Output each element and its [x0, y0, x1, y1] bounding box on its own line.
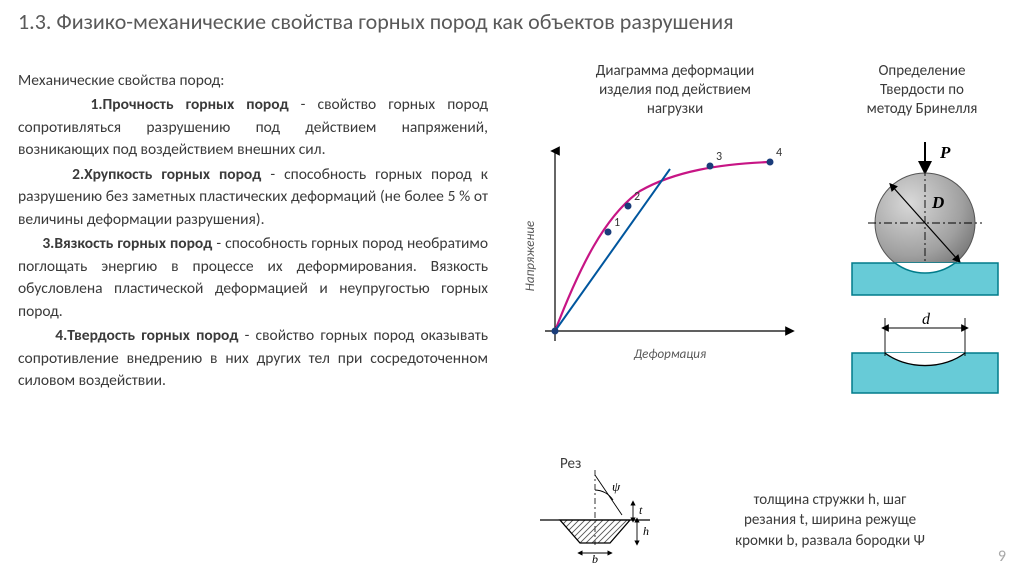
chart-title-l2: изделия под действием — [599, 81, 751, 99]
brinell-t2: Твердости по — [880, 81, 964, 99]
item-2: 2.Хрупкость горных пород - способность г… — [18, 164, 488, 231]
page-number: 9 — [998, 547, 1006, 566]
item-4-head: 4.Твердость горных пород — [55, 326, 238, 345]
brinell-title: Определение Твердости по методу Бринелля — [832, 62, 1012, 118]
intro-line: Механические свойства пород: — [18, 70, 488, 92]
item-3-head: 3.Вязкость горных пород — [42, 234, 212, 253]
cutter-caption: толщина стружки h, шаг резания t, ширина… — [680, 490, 980, 551]
chart-title-l3: нагрузки — [647, 100, 703, 118]
svg-text:4: 4 — [776, 146, 782, 160]
item-3: 3.Вязкость горных пород - способность го… — [18, 233, 488, 323]
svg-text:1: 1 — [614, 216, 620, 230]
xlabel: Деформация — [633, 347, 706, 362]
sym-b: b — [592, 552, 598, 565]
chart-title: Диаграмма деформации изделия под действи… — [560, 62, 790, 118]
brinell-t3: методу Бринелля — [867, 100, 978, 118]
label-P: P — [939, 143, 951, 162]
text-column: Механические свойства пород: 1.Прочность… — [18, 70, 488, 395]
item-1: 1.Прочность горных пород - свойство горн… — [18, 94, 488, 161]
svg-text:2: 2 — [634, 190, 640, 204]
item-1-head: 1.Прочность горных пород — [91, 95, 289, 114]
label-d: d — [922, 311, 931, 328]
cap-l3: кромки b, развала бородки Ψ — [735, 532, 925, 550]
sym-psi: ψ — [612, 479, 621, 494]
cap-l1: толщина стружки h, шаг — [754, 491, 907, 509]
cap-l2: резания t, ширина режуще — [744, 511, 916, 529]
ylabel: Напряжение — [523, 221, 538, 291]
svg-text:3: 3 — [716, 150, 722, 164]
item-4: 4.Твердость горных пород - свойство горн… — [18, 325, 488, 392]
label-D: D — [931, 193, 944, 212]
item-2-head: 2.Хрупкость горных пород — [72, 165, 261, 184]
cutter-diagram: ψ h t b — [530, 455, 660, 565]
sym-h: h — [643, 524, 649, 538]
brinell-diagram: P D d — [840, 138, 1010, 428]
page-title: 1.3. Физико-механические свойства горных… — [18, 8, 1006, 35]
chart-title-l1: Диаграмма деформации — [596, 62, 755, 80]
sym-t: t — [639, 503, 643, 517]
brinell-t1: Определение — [878, 62, 965, 80]
deformation-chart: 12 3 4 Деформация Напряжение — [520, 146, 810, 386]
